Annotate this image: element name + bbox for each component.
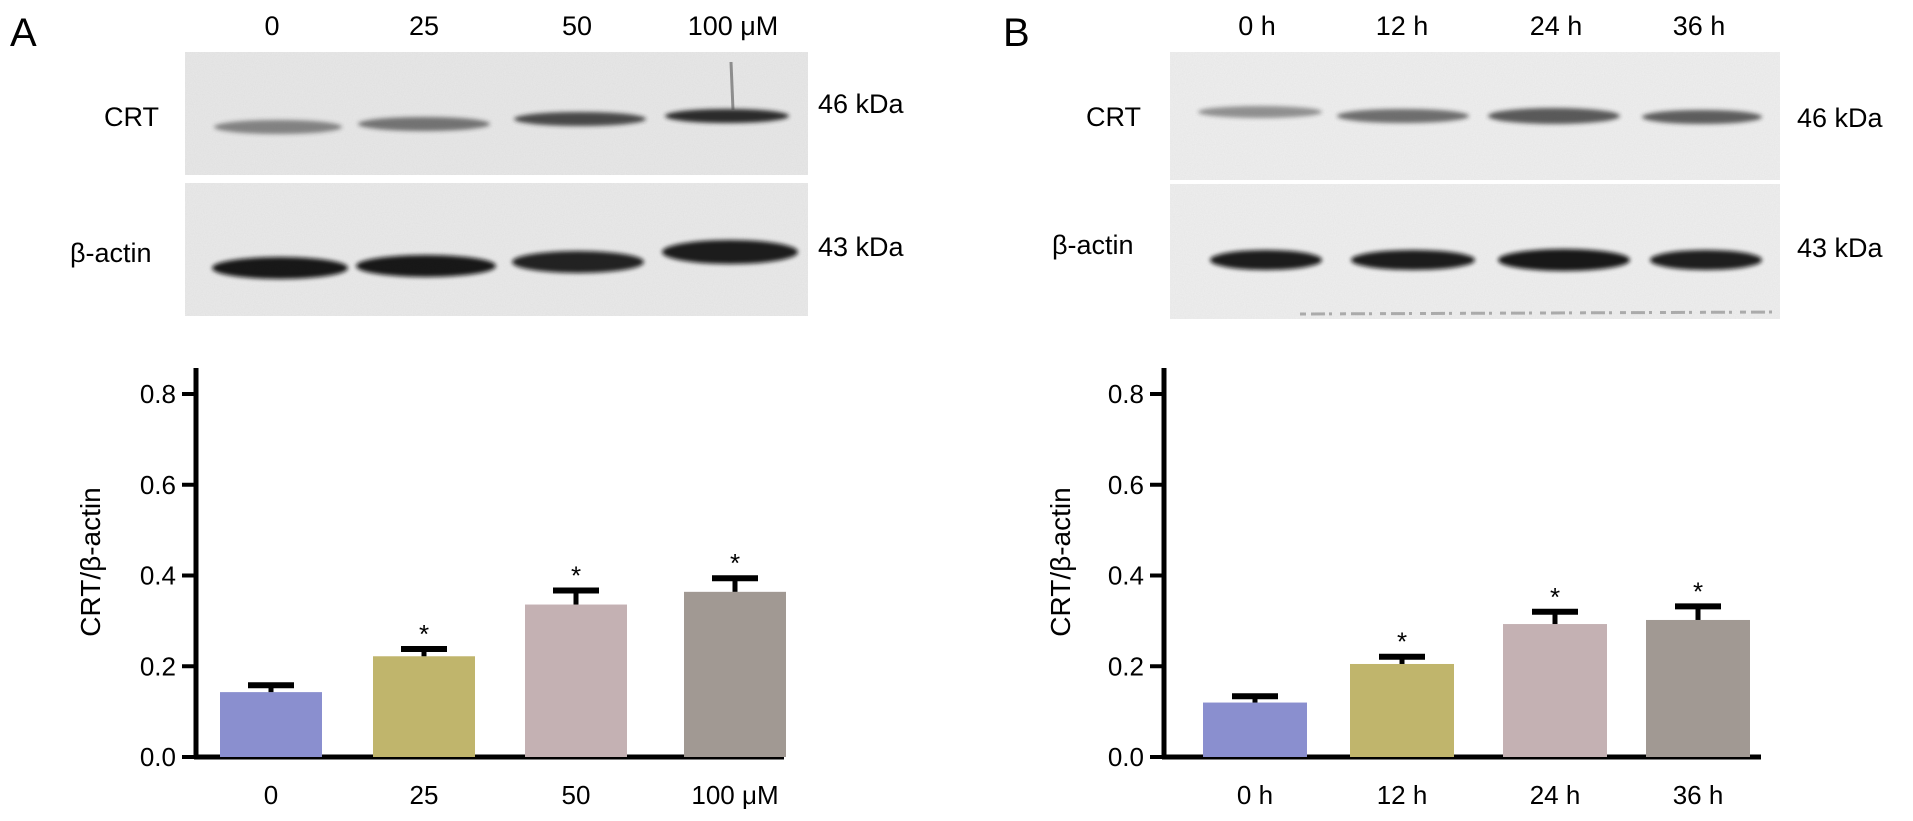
bar — [684, 591, 786, 757]
blot-beta-actin: β-actin 43 kDa — [70, 183, 905, 316]
x-tick-label: 100 μM — [691, 780, 778, 810]
bar — [220, 692, 322, 757]
blot-band — [1337, 109, 1469, 123]
x-tick-label: 25 — [410, 780, 439, 810]
significance-marker: * — [419, 619, 429, 649]
bar — [373, 656, 475, 757]
blot-band — [212, 257, 348, 279]
blot-artifact — [1299, 310, 1781, 316]
blot-mw-label: 46 kDa — [1797, 103, 1884, 133]
blot-band — [1650, 250, 1762, 270]
blot-band — [1488, 108, 1620, 124]
bar — [1350, 663, 1454, 757]
y-tick-label: 0.6 — [1108, 470, 1144, 500]
y-axis-title: CRT/β-actin — [75, 487, 106, 636]
blot-crt: CRT 46 kDa — [104, 52, 905, 175]
lane-label: 25 — [409, 11, 439, 41]
y-tick-label: 0.8 — [1108, 379, 1144, 409]
blot-band — [512, 251, 644, 273]
blot-protein-label: CRT — [1086, 102, 1141, 132]
y-tick-label: 0.4 — [140, 561, 176, 591]
x-ticks-group: 0 h 12 h 24 h 36 h — [1237, 780, 1723, 810]
x-ticks-group: 0 25 50 100 μM — [264, 780, 779, 810]
lane-label: 50 — [562, 11, 592, 41]
blot-mw-label: 43 kDa — [818, 232, 905, 262]
significance-marker: * — [1693, 576, 1703, 606]
blot-band — [1351, 250, 1475, 270]
blot-band — [662, 240, 798, 264]
y-tick-label: 0.2 — [140, 651, 176, 681]
blot-band — [1498, 249, 1630, 271]
bar-chart: CRT/β-actin * * * 0.0 0.2 0.4 0.6 0.8 0 25 50 100… — [75, 368, 786, 810]
lane-label: 100 μM — [688, 11, 779, 41]
y-tick-label: 0.4 — [1108, 561, 1144, 591]
blot-band — [356, 255, 496, 277]
bar — [1646, 619, 1750, 757]
bar — [1503, 624, 1607, 757]
significance-marker: * — [571, 560, 581, 590]
lane-label: 36 h — [1673, 11, 1726, 41]
panel-letter: B — [1003, 11, 1030, 55]
significance-marker: * — [1397, 627, 1407, 657]
y-ticks-group: 0.0 0.2 0.4 0.6 0.8 — [140, 379, 196, 772]
x-tick-label: 0 — [264, 780, 278, 810]
lane-label: 0 h — [1238, 11, 1276, 41]
lane-label: 0 — [264, 11, 279, 41]
bar — [525, 604, 627, 757]
y-tick-label: 0.8 — [140, 379, 176, 409]
bar — [1203, 702, 1307, 757]
x-tick-label: 50 — [562, 780, 591, 810]
lane-label: 12 h — [1376, 11, 1429, 41]
blot-band — [1210, 250, 1322, 270]
blot-band — [665, 109, 789, 123]
blot-mw-label: 43 kDa — [1797, 233, 1884, 263]
y-tick-label: 0.2 — [1108, 651, 1144, 681]
blot-protein-label: CRT — [104, 102, 159, 132]
blot-beta-actin: β-actin 43 kDa — [1052, 184, 1884, 319]
y-tick-label: 0.6 — [140, 470, 176, 500]
bars-group: * * * — [1203, 576, 1750, 757]
panel-a: A 0 25 50 100 μM CRT 46 kDa β-actin — [10, 11, 905, 810]
blot-band — [1198, 106, 1322, 118]
blot-mw-label: 46 kDa — [818, 89, 905, 119]
x-tick-label: 36 h — [1673, 780, 1724, 810]
blot-band — [358, 117, 490, 131]
bar-chart: CRT/β-actin * * * 0.0 0.2 0.4 0.6 0.8 0 h 12 h 2… — [1045, 368, 1761, 810]
blot-band — [514, 112, 646, 126]
y-tick-label: 0.0 — [140, 742, 176, 772]
x-tick-label: 0 h — [1237, 780, 1273, 810]
y-tick-label: 0.0 — [1108, 742, 1144, 772]
lane-label: 24 h — [1530, 11, 1583, 41]
blot-band — [214, 120, 342, 134]
blot-protein-label: β-actin — [70, 238, 152, 268]
blot-protein-label: β-actin — [1052, 230, 1134, 260]
x-tick-label: 12 h — [1377, 780, 1428, 810]
panel-letter: A — [10, 11, 37, 55]
significance-marker: * — [730, 548, 740, 578]
blot-artifact — [729, 61, 735, 111]
y-axis-title: CRT/β-actin — [1045, 487, 1076, 636]
bars-group: * * * — [220, 548, 786, 757]
y-ticks-group: 0.0 0.2 0.4 0.6 0.8 — [1108, 379, 1164, 772]
blot-crt: CRT 46 kDa — [1086, 52, 1884, 180]
significance-marker: * — [1550, 582, 1560, 612]
blot-band — [1642, 110, 1762, 124]
panel-b: B 0 h 12 h 24 h 36 h CRT 46 kDa β-actin — [1003, 11, 1884, 810]
x-tick-label: 24 h — [1530, 780, 1581, 810]
